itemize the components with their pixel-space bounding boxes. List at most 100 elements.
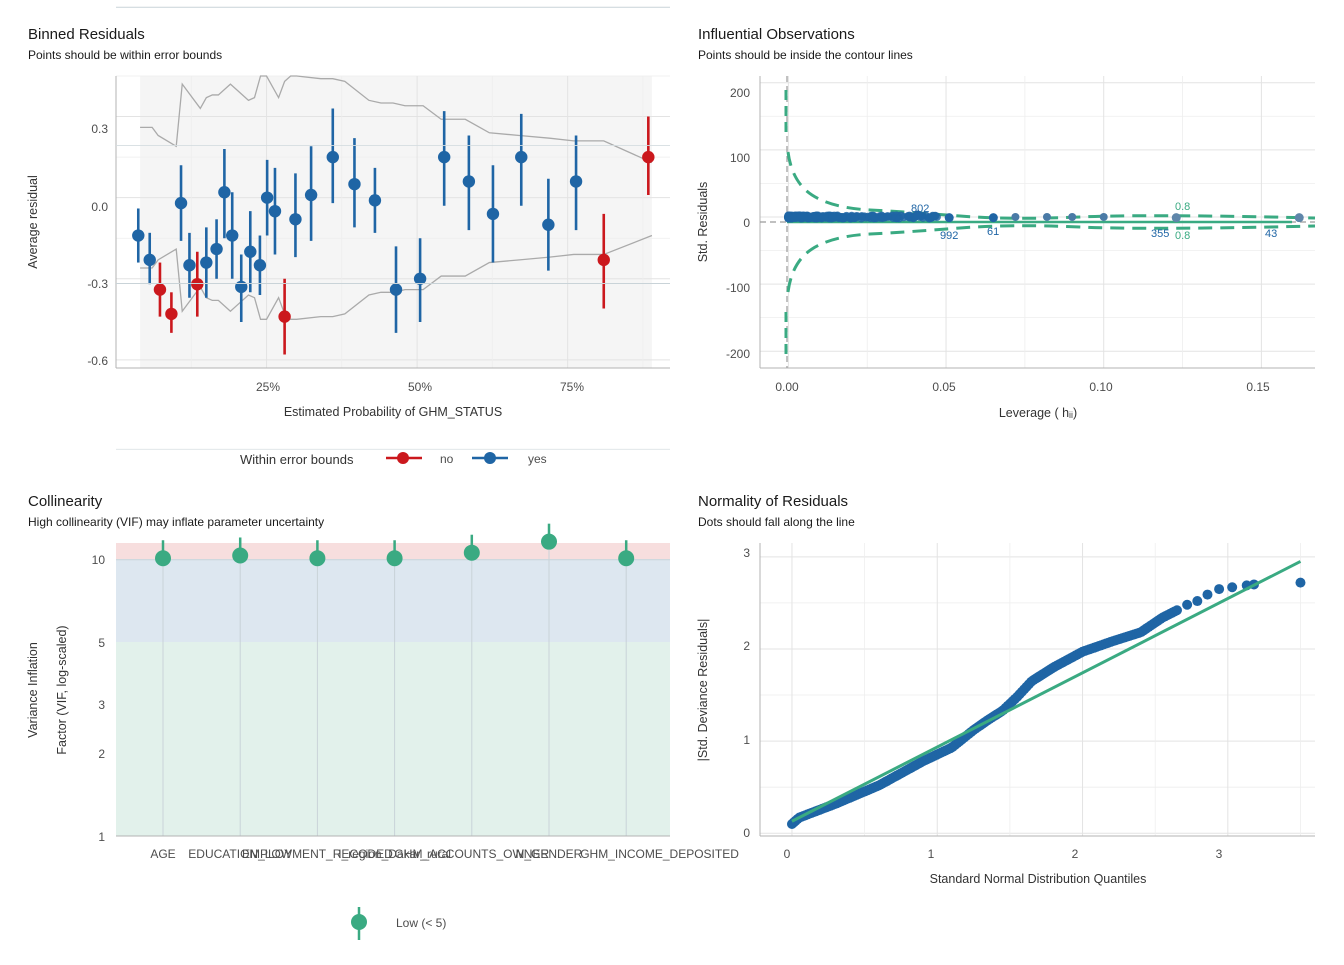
binned-legend-no: no [440, 452, 454, 466]
influence-point [883, 212, 892, 221]
binned-title: Binned Residuals [28, 26, 145, 43]
influence-point [1042, 212, 1051, 221]
contour-lower-curve [786, 224, 1316, 293]
collinearity-ytick: 2 [98, 747, 105, 761]
binned-xtick: 25% [256, 380, 280, 394]
binned-point [235, 280, 248, 294]
binned-ytick: 0.0 [91, 200, 108, 214]
collinearity-point [541, 533, 557, 550]
normality-point [1171, 605, 1182, 616]
contour-label: 0.8 [1175, 230, 1190, 242]
binned-xtick: 75% [560, 380, 584, 394]
normality-subtitle: Dots should fall along the line [698, 515, 855, 529]
collinearity-panel: Collinearity High collinearity (VIF) may… [26, 6, 739, 940]
influence-point-label: 61 [987, 226, 999, 238]
binned-ytick: -0.3 [87, 277, 108, 291]
binned-point [368, 194, 382, 207]
binned-point [437, 150, 451, 164]
influence-xlabel: Leverage ( hᵢᵢ) [999, 406, 1077, 420]
normality-axis-frame [759, 543, 1315, 837]
binned-point [278, 310, 291, 323]
binned-point [486, 207, 500, 221]
collinearity-legend: Low (< 5) [351, 907, 446, 940]
normality-point [1295, 577, 1306, 588]
binned-point [569, 175, 583, 188]
collinearity-grid [116, 6, 670, 836]
collinearity-point [463, 544, 480, 561]
collinearity-point [386, 550, 403, 567]
normality-xtick: 1 [928, 847, 935, 861]
binned-point [462, 175, 476, 188]
collinearity-subtitle: High collinearity (VIF) may inflate para… [28, 515, 324, 529]
collinearity-ytick: 3 [98, 698, 105, 712]
influence-xtick: 0.00 [775, 380, 799, 394]
binned-point [304, 188, 318, 202]
collinearity-xtick: N_GENDER [516, 847, 583, 861]
binned-point [244, 245, 257, 258]
influence-labeled-point [944, 213, 954, 223]
binned-residuals-panel: Binned Residuals Points should be within… [26, 26, 670, 467]
influence-panel: Influential Observations Points should b… [696, 26, 1316, 420]
binned-point [348, 177, 361, 191]
contour-label: 0.8 [1175, 201, 1190, 213]
binned-axis-frame [115, 76, 670, 369]
collinearity-xtick: EDUCATION_LOW [188, 847, 292, 861]
influence-labeled-point [1171, 213, 1181, 223]
collinearity-xtick: I_region_Dakar_rural [338, 847, 451, 861]
normality-point [1192, 596, 1203, 607]
normality-reference-line [791, 560, 1302, 823]
influence-labeled-point [1294, 213, 1304, 223]
normality-title: Normality of Residuals [698, 493, 848, 510]
influence-point-label: 992 [940, 230, 958, 242]
influence-xtick: 0.05 [932, 380, 956, 394]
binned-point [289, 213, 302, 226]
binned-error-bounds [140, 75, 653, 320]
influence-point-label: 802 [911, 203, 929, 215]
influence-point [870, 213, 879, 222]
normality-panel: Normality of Residuals Dots should fall … [696, 493, 1315, 886]
influence-subtitle: Points should be inside the contour line… [698, 48, 913, 62]
influence-ytick: 100 [730, 151, 750, 165]
binned-point [174, 196, 188, 210]
normality-points [786, 577, 1306, 830]
influence-point-label: 355 [1151, 228, 1169, 240]
influence-point [850, 213, 859, 222]
binned-point [226, 229, 239, 242]
influence-labeled-point [913, 210, 923, 220]
collinearity-ylabel-1: Variance Inflation [26, 642, 40, 738]
binned-lower-bound [140, 234, 653, 320]
collinearity-point [618, 550, 635, 567]
normality-xlabel: Standard Normal Distribution Quantiles [930, 872, 1147, 886]
collinearity-ytick: 1 [98, 830, 105, 844]
collinearity-xtick: EMPLOYMENT_RECODED [242, 847, 393, 861]
binned-point [191, 277, 204, 291]
binned-legend: Within error bounds no yes [240, 452, 547, 467]
influence-ytick: 0 [743, 216, 750, 230]
influence-ylabel: Std. Residuals [696, 182, 710, 263]
binned-xtick: 50% [408, 380, 432, 394]
influence-point [1099, 212, 1108, 221]
collinearity-legend-low: Low (< 5) [396, 916, 446, 930]
influence-point [1011, 212, 1020, 221]
influence-point [828, 213, 837, 222]
binned-points [132, 108, 655, 355]
binned-ylabel: Average residual [26, 175, 40, 269]
binned-point [413, 272, 427, 285]
binned-upper-bound [140, 75, 653, 164]
binned-point [132, 229, 145, 242]
influence-points [784, 210, 1304, 223]
binned-ytick: -0.6 [87, 354, 108, 368]
influence-point [1068, 212, 1077, 221]
vif-moderate-band [116, 559, 670, 642]
binned-grid [116, 75, 670, 368]
normality-ytick: 2 [743, 639, 750, 653]
influence-labeled-point [988, 213, 998, 223]
influence-xtick: 0.15 [1246, 380, 1270, 394]
influence-point [925, 214, 934, 223]
binned-point [153, 283, 167, 296]
collinearity-xtick: GHM_INCOME_DEPOSITED [580, 847, 739, 861]
legend-no-marker [397, 452, 409, 464]
normality-ytick: 1 [743, 733, 750, 747]
binned-point [389, 283, 403, 296]
collinearity-xtick: AGE [150, 847, 175, 861]
